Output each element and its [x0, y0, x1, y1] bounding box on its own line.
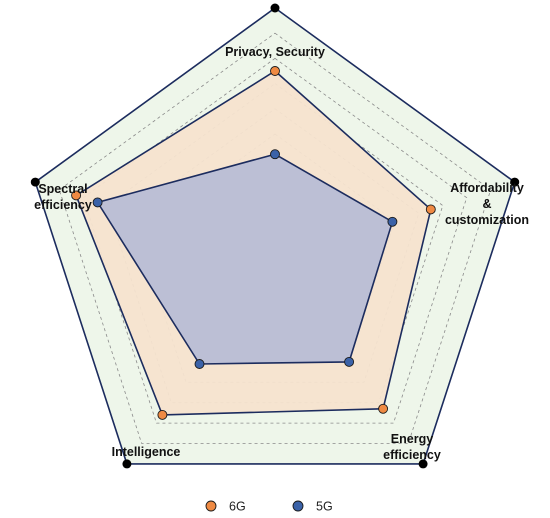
- vertex-dot: [270, 3, 280, 13]
- series-6g-point: [270, 66, 280, 76]
- axis-label-line: Affordability: [450, 181, 524, 195]
- legend-marker-6g: [205, 500, 217, 512]
- axis-label-line: efficiency: [34, 198, 92, 212]
- vertex-dot: [510, 177, 520, 187]
- axis-label: Spectral efficiency: [34, 182, 92, 212]
- radar-grid-ring: [58, 32, 492, 444]
- series-5g-point: [194, 359, 205, 369]
- axis-label: Affordability & customization: [445, 181, 529, 227]
- series-6g-point: [157, 409, 168, 420]
- legend: 6G 5G: [205, 500, 333, 514]
- vertex-dot: [30, 177, 40, 187]
- axis-label-line: efficiency: [383, 448, 441, 462]
- series-6g-point: [378, 403, 389, 414]
- axis-label-line: &: [482, 197, 491, 211]
- axis-labels: Privacy, Security Affordability & customiza…: [34, 45, 529, 462]
- radar-series: [30, 3, 520, 469]
- legend-marker-5g: [292, 500, 304, 512]
- axis-label-line: Energy: [391, 432, 433, 446]
- series-5g-point: [270, 149, 280, 160]
- series-5g-point: [92, 197, 103, 208]
- legend-label-6g: 6G: [229, 500, 246, 514]
- axis-label-line: Privacy, Security: [225, 45, 325, 59]
- axis-label: Intelligence: [112, 445, 181, 459]
- series-6g-point: [425, 204, 436, 215]
- axis-label-line: Spectral: [38, 182, 87, 196]
- axis-label-line: customization: [445, 213, 529, 227]
- axis-label: Energy efficiency: [383, 432, 441, 462]
- series-5g-area: [96, 153, 394, 365]
- series-5g-point: [387, 216, 398, 227]
- vertex-dot: [418, 459, 428, 469]
- axis-label: Privacy, Security: [225, 45, 325, 59]
- legend-label-5g: 5G: [316, 500, 333, 514]
- vertex-dot: [122, 459, 132, 469]
- series-5g-point: [344, 356, 355, 367]
- axis-label-line: Intelligence: [112, 445, 181, 459]
- series-6g-point: [71, 190, 82, 201]
